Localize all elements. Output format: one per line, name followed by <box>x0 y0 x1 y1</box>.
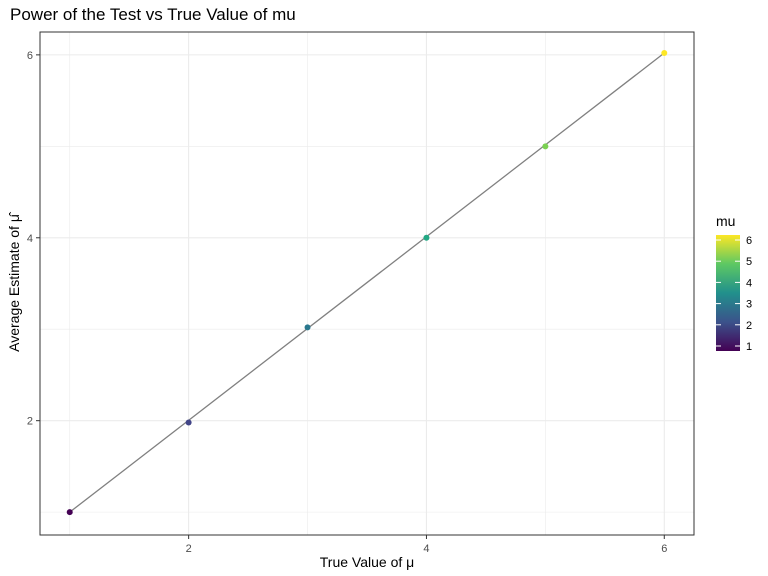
panel-border <box>39 31 695 536</box>
legend-label: 6 <box>746 235 752 247</box>
data-point-mu-4 <box>423 234 430 241</box>
x-tick-label: 2 <box>186 543 192 555</box>
x-axis-title: True Value of μ <box>320 554 414 570</box>
legend-colorbar <box>716 235 740 351</box>
chart-title: Power of the Test vs True Value of mu <box>10 5 296 24</box>
y-tick-label: 6 <box>27 50 33 62</box>
trend-line-segment <box>69 52 665 513</box>
legend-title: mu <box>716 213 735 229</box>
legend-label: 4 <box>746 277 752 289</box>
data-points <box>66 50 668 516</box>
data-point-mu-3 <box>304 324 311 331</box>
data-point-mu-2 <box>185 419 192 426</box>
x-tick-label: 6 <box>661 543 667 555</box>
legend: mu 6 5 4 3 2 1 <box>716 213 752 353</box>
legend-ticks: 6 5 4 3 2 1 <box>716 235 752 353</box>
x-axis-ticks: 2 4 6 <box>186 535 667 555</box>
data-point-mu-1 <box>66 509 73 516</box>
legend-label: 5 <box>746 256 752 268</box>
y-axis-title: Average Estimate of μ̂ <box>6 211 22 352</box>
legend-label: 3 <box>746 299 752 311</box>
data-point-mu-5 <box>542 143 549 150</box>
grid <box>40 32 694 535</box>
trend-line <box>69 52 665 513</box>
data-point-mu-6 <box>661 50 668 57</box>
x-tick-label: 4 <box>423 543 429 555</box>
legend-label: 2 <box>746 320 752 332</box>
y-axis-ticks: 2 4 6 <box>27 50 40 428</box>
legend-label: 1 <box>746 341 752 353</box>
y-tick-label: 4 <box>27 233 33 245</box>
y-tick-label: 2 <box>27 416 33 428</box>
